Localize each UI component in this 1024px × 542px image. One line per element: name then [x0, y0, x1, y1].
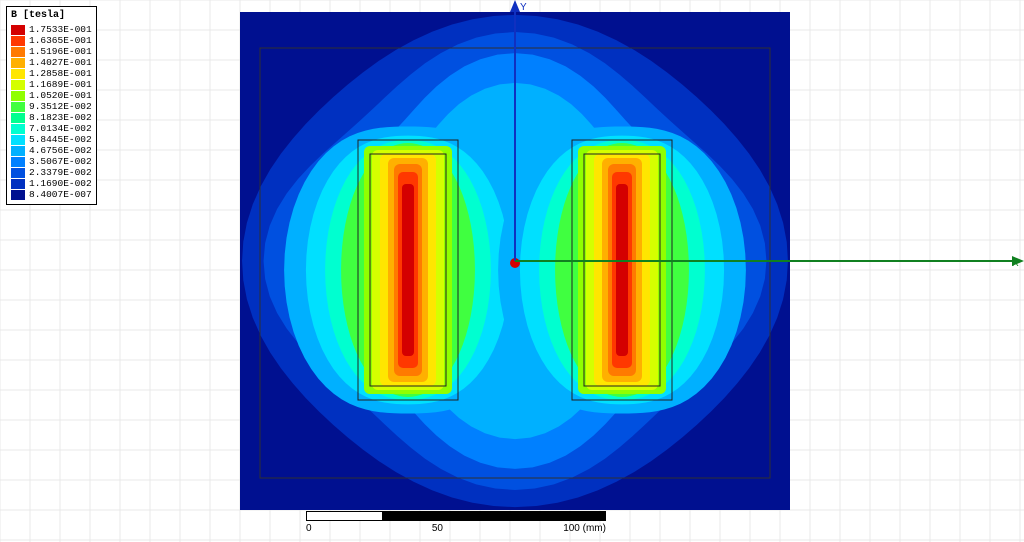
legend-entry: 8.4007E-007 [11, 189, 92, 200]
legend-value: 1.4027E-001 [29, 57, 92, 68]
legend-entry: 1.4027E-001 [11, 57, 92, 68]
legend-entry: 1.7533E-001 [11, 24, 92, 35]
legend-entry: 1.6365E-001 [11, 35, 92, 46]
legend-swatch [11, 190, 25, 200]
legend-swatch [11, 135, 25, 145]
legend-title: B [tesla] [11, 10, 92, 21]
legend-entry: 1.1689E-001 [11, 79, 92, 90]
legend-value: 1.7533E-001 [29, 24, 92, 35]
legend-value: 1.1690E-002 [29, 178, 92, 189]
legend-swatch [11, 47, 25, 57]
legend: B [tesla] 1.7533E-001 1.6365E-001 1.5196… [6, 6, 97, 205]
legend-entry: 1.0520E-001 [11, 90, 92, 101]
legend-value: 5.8445E-002 [29, 134, 92, 145]
legend-value: 1.0520E-001 [29, 90, 92, 101]
legend-value: 1.2858E-001 [29, 68, 92, 79]
y-axis-label: Y [520, 2, 527, 13]
legend-swatch [11, 102, 25, 112]
legend-value: 1.1689E-001 [29, 79, 92, 90]
legend-swatch [11, 168, 25, 178]
legend-swatch [11, 179, 25, 189]
legend-entry: 8.1823E-002 [11, 112, 92, 123]
legend-entry: 3.5067E-002 [11, 156, 92, 167]
legend-value: 1.5196E-001 [29, 46, 92, 57]
legend-swatch [11, 36, 25, 46]
legend-value: 8.4007E-007 [29, 189, 92, 200]
scale-tick: 0 [306, 523, 312, 534]
scale-tick: 50 [432, 523, 443, 534]
legend-entry: 5.8445E-002 [11, 134, 92, 145]
legend-entry: 4.6756E-002 [11, 145, 92, 156]
scale-bar: 0 50 100 (mm) [306, 511, 606, 534]
legend-swatch [11, 80, 25, 90]
legend-swatch [11, 91, 25, 101]
legend-swatch [11, 113, 25, 123]
legend-entry: 1.1690E-002 [11, 178, 92, 189]
legend-value: 8.1823E-002 [29, 112, 92, 123]
legend-swatch [11, 146, 25, 156]
legend-swatch [11, 124, 25, 134]
legend-entry: 2.3379E-002 [11, 167, 92, 178]
legend-entry: 1.2858E-001 [11, 68, 92, 79]
legend-value: 4.6756E-002 [29, 145, 92, 156]
legend-entry: 9.3512E-002 [11, 101, 92, 112]
scale-tick: 100 (mm) [563, 523, 606, 534]
legend-entry: 1.5196E-001 [11, 46, 92, 57]
legend-value: 3.5067E-002 [29, 156, 92, 167]
x-axis-label: X [1012, 258, 1019, 269]
legend-value: 2.3379E-002 [29, 167, 92, 178]
legend-swatch [11, 58, 25, 68]
legend-entry: 7.0134E-002 [11, 123, 92, 134]
legend-value: 9.3512E-002 [29, 101, 92, 112]
legend-swatch [11, 157, 25, 167]
legend-value: 1.6365E-001 [29, 35, 92, 46]
legend-value: 7.0134E-002 [29, 123, 92, 134]
legend-swatch [11, 25, 25, 35]
plot-area [0, 0, 1024, 542]
legend-swatch [11, 69, 25, 79]
